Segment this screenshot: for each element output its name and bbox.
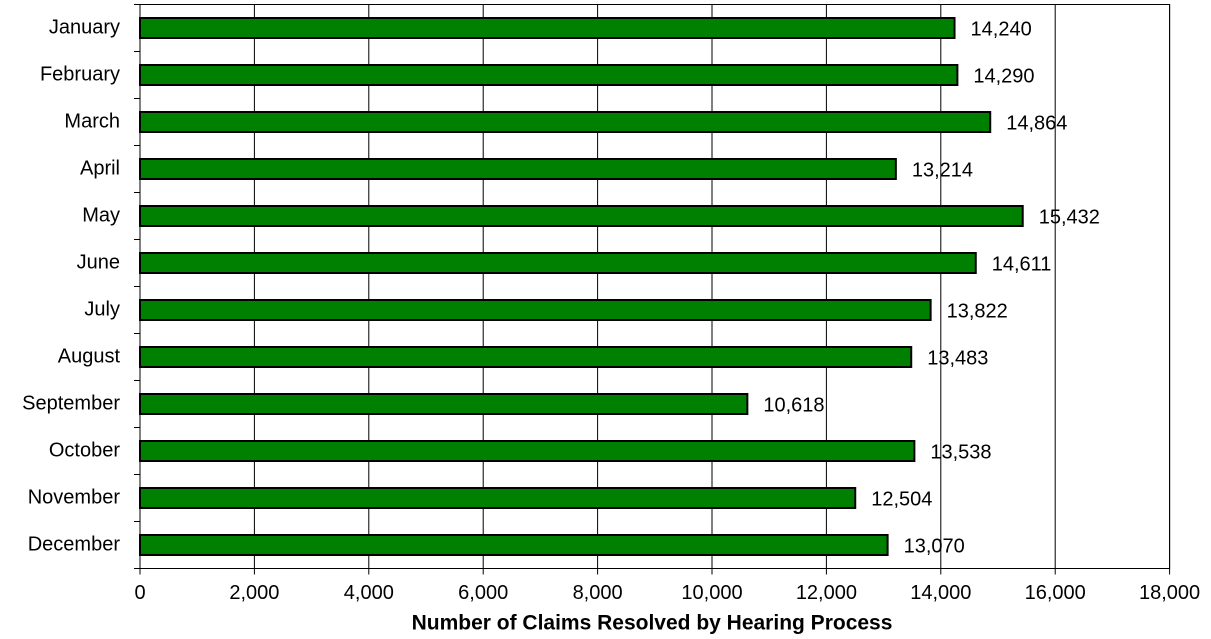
bar bbox=[139, 252, 977, 274]
value-label: 10,618 bbox=[763, 394, 824, 416]
value-label: 13,822 bbox=[947, 300, 1008, 322]
y-tick-label: May bbox=[82, 204, 120, 226]
value-label: 15,432 bbox=[1039, 206, 1100, 228]
value-label: 12,504 bbox=[871, 488, 932, 510]
value-label: 13,214 bbox=[912, 159, 973, 181]
bar bbox=[139, 158, 897, 180]
y-tick-label: February bbox=[40, 63, 120, 85]
value-label: 14,611 bbox=[992, 253, 1052, 275]
bar bbox=[139, 346, 913, 368]
y-tick-label: September bbox=[22, 392, 120, 414]
y-tick-label: June bbox=[77, 251, 120, 273]
value-label: 13,070 bbox=[904, 535, 965, 557]
x-tick-label: 14,000 bbox=[910, 582, 971, 604]
x-tick-label: 18,000 bbox=[1139, 582, 1200, 604]
y-tick-label: April bbox=[80, 157, 120, 179]
value-label: 13,538 bbox=[930, 441, 991, 463]
value-label: 14,290 bbox=[973, 65, 1034, 87]
y-tick-label: December bbox=[28, 533, 121, 555]
y-tick-label: August bbox=[58, 345, 121, 367]
x-tick-label: 4,000 bbox=[344, 582, 394, 604]
x-tick-label: 2,000 bbox=[229, 582, 279, 604]
x-tick-label: 6,000 bbox=[458, 582, 508, 604]
bar bbox=[139, 393, 749, 415]
y-tick-label: October bbox=[49, 439, 120, 461]
x-axis-title: Number of Claims Resolved by Hearing Pro… bbox=[412, 612, 893, 635]
x-tick-label: 10,000 bbox=[681, 582, 742, 604]
value-label: 14,864 bbox=[1006, 112, 1067, 134]
bar bbox=[139, 205, 1024, 227]
y-tick-label: November bbox=[28, 486, 121, 508]
y-tick-label: July bbox=[84, 298, 120, 320]
bar bbox=[139, 111, 992, 133]
y-tick-label: January bbox=[49, 16, 120, 38]
bar bbox=[139, 440, 916, 462]
bar bbox=[139, 534, 889, 556]
x-tick-label: 12,000 bbox=[796, 582, 857, 604]
bar bbox=[139, 299, 932, 321]
x-tick-label: 8,000 bbox=[573, 582, 623, 604]
x-tick-label: 16,000 bbox=[1025, 582, 1086, 604]
value-label: 13,483 bbox=[927, 347, 988, 369]
bar bbox=[139, 17, 956, 39]
bar bbox=[139, 64, 959, 86]
x-tick-label: 0 bbox=[134, 582, 145, 604]
plot-area bbox=[139, 4, 1171, 569]
value-label: 14,240 bbox=[971, 18, 1032, 40]
y-tick-label: March bbox=[64, 110, 120, 132]
bar bbox=[139, 487, 857, 509]
